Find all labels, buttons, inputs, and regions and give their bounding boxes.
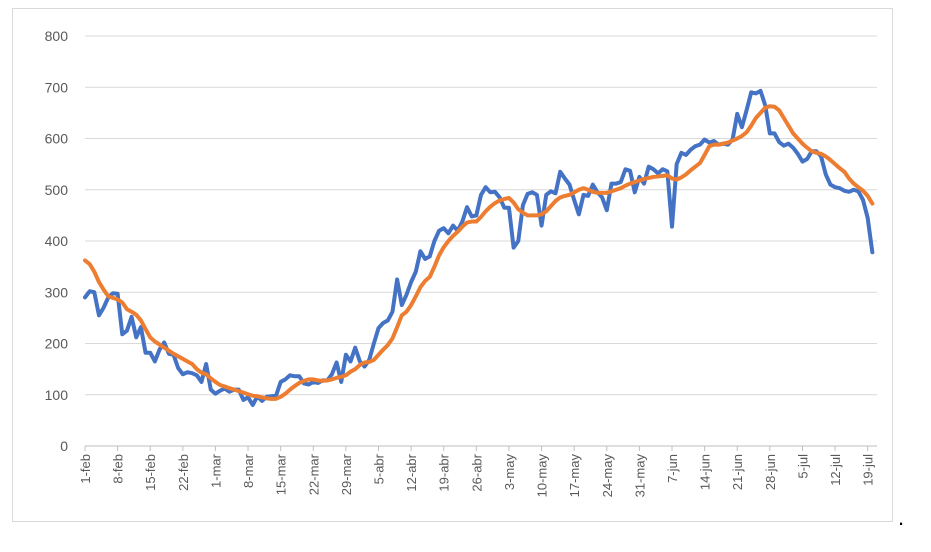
y-tick-label: 500 — [45, 182, 69, 198]
y-tick-label: 800 — [45, 28, 69, 44]
trailing-period: . — [898, 505, 905, 530]
x-tick-label: 1-mar — [208, 453, 223, 488]
x-tick-label: 17-may — [567, 454, 582, 498]
x-tick-label: 14-jun — [698, 454, 713, 490]
x-tick-label: 10-may — [535, 454, 550, 498]
x-tick-label: 5-abr — [372, 453, 387, 484]
x-tick-label: 29-mar — [339, 453, 354, 495]
x-tick-label: 21-jun — [730, 454, 745, 490]
x-tick-label: 28-jun — [763, 454, 778, 490]
x-tick-label: 1-feb — [78, 454, 93, 484]
y-tick-label: 200 — [45, 336, 69, 352]
x-tick-label: 19-abr — [437, 453, 452, 491]
series-line-2 — [83, 104, 875, 401]
series-group — [83, 88, 875, 407]
x-tick-label: 8-feb — [111, 454, 126, 484]
y-tick-label: 0 — [60, 438, 68, 454]
y-tick-label: 400 — [45, 233, 69, 249]
x-tick-labels: 1-feb 8-feb 15-feb 22-feb 1-mar 8-mar 15-mar 22… — [78, 453, 876, 497]
x-tick-label: 26-abr — [469, 453, 484, 491]
line-chart: 0 100 200 300 400 500 600 700 800 1-feb 8-feb 15-f… — [45, 28, 877, 497]
x-tick-label: 8-mar — [241, 453, 256, 488]
x-tick-label: 22-feb — [176, 454, 191, 491]
chart-frame: 0 100 200 300 400 500 600 700 800 1-feb 8-feb 15-f… — [12, 8, 893, 522]
series-line-1 — [83, 88, 875, 407]
y-tick-label: 600 — [45, 131, 69, 147]
x-tick-label: 31-may — [632, 454, 647, 498]
x-axis — [84, 445, 877, 451]
y-tick-label: 100 — [45, 387, 69, 403]
x-tick-label: 7-jun — [665, 454, 680, 483]
x-tick-label: 19-jul — [861, 454, 876, 486]
x-tick-label: 12-abr — [404, 453, 419, 491]
x-tick-label: 24-may — [600, 454, 615, 498]
x-tick-label: 15-feb — [143, 454, 158, 491]
x-tick-label: 22-mar — [306, 453, 321, 495]
gridlines — [85, 35, 877, 396]
x-tick-label: 3-may — [502, 454, 517, 491]
x-tick-label: 5-jul — [795, 454, 810, 479]
x-tick-label: 12-jul — [828, 454, 843, 486]
y-tick-label: 700 — [45, 79, 69, 95]
x-tick-label: 15-mar — [274, 453, 289, 495]
y-tick-labels: 0 100 200 300 400 500 600 700 800 — [45, 28, 69, 454]
y-tick-label: 300 — [45, 284, 69, 300]
